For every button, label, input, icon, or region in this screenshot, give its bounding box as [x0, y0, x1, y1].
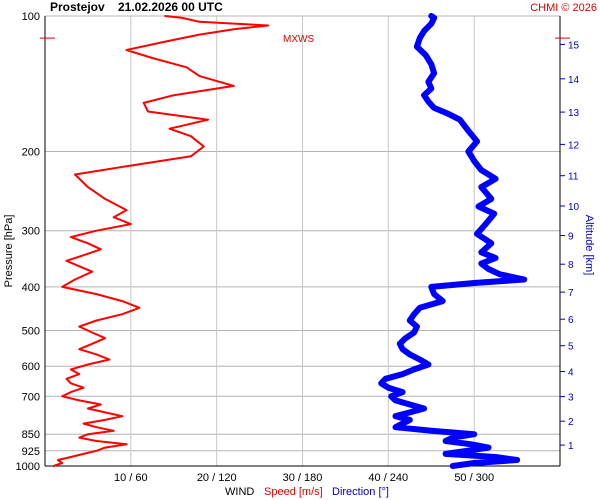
pressure-tick-label: 500	[22, 326, 40, 338]
credit-label: CHMI © 2026	[530, 2, 597, 14]
altitude-tick-label: 2	[568, 417, 574, 428]
sounding-datetime: 21.02.2026 00 UTC	[118, 0, 223, 14]
altitude-tick-label: 9	[568, 232, 574, 243]
pressure-tick-label: 400	[22, 282, 40, 294]
altitude-tick-label: 11	[568, 172, 579, 183]
altitude-tick-label: 6	[568, 315, 574, 326]
pressure-tick-label: 925	[22, 446, 40, 458]
pressure-tick-label: 600	[22, 361, 40, 373]
x-axis-title-prefix: WIND	[225, 486, 254, 498]
pressure-tick-label: 100	[22, 11, 40, 23]
altitude-tick-label: 13	[568, 108, 580, 119]
pressure-tick-label: 700	[22, 391, 40, 403]
x-axis-title-speed: Speed [m/s]	[264, 486, 323, 498]
altitude-tick-label: 14	[568, 75, 580, 86]
pressure-tick-label: 300	[22, 226, 40, 238]
altitude-tick-label: 15	[568, 40, 580, 51]
pressure-tick-labels: 100 200 300 400 500 600 700 850 925 1000	[16, 11, 40, 473]
x-tick-label: 50 / 300	[454, 472, 494, 484]
altitude-tick-label: 12	[568, 140, 580, 151]
x-tick-label: 30 / 180	[283, 472, 323, 484]
pressure-tick-label: 1000	[16, 461, 40, 473]
y-axis-title: Pressure [hPa]	[3, 215, 15, 288]
x-tick-label: 20 / 120	[197, 472, 237, 484]
x-tick-label: 10 / 60	[114, 472, 148, 484]
station-name: Prostejov	[50, 0, 105, 14]
series-layer	[52, 13, 528, 469]
y2-axis-title: Altitude [km]	[583, 215, 595, 276]
pressure-tick-label: 200	[22, 147, 40, 159]
altitude-tick-label: 5	[568, 342, 574, 353]
max-wind-label: MXWS	[283, 34, 314, 45]
x-tick-labels: 10 / 60 20 / 120 30 / 180 40 / 240 50 / 300	[114, 472, 494, 484]
altitude-tick-label: 3	[568, 393, 574, 404]
gridlines	[45, 15, 560, 467]
altitude-tick-label: 8	[568, 260, 574, 271]
altitude-tick-label: 7	[568, 288, 574, 299]
x-axis-title-direction: Direction [°]	[332, 486, 389, 498]
speed-series-line	[52, 15, 270, 467]
altitude-tick-label: 1	[568, 441, 574, 452]
x-tick-label: 40 / 240	[368, 472, 408, 484]
altitude-tick-label: 4	[568, 368, 574, 379]
direction-series-line	[378, 13, 528, 469]
pressure-tick-label: 850	[22, 429, 40, 441]
altitude-tick-label: 10	[568, 202, 580, 213]
